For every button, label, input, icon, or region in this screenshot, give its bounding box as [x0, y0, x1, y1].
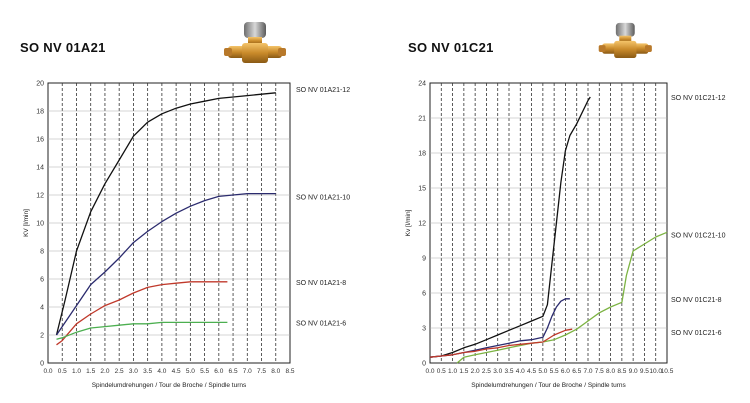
series-line — [55, 92, 276, 336]
x-tick-label: 2.0 — [100, 368, 109, 375]
x-tick-label: 0.5 — [437, 368, 446, 375]
series-line — [429, 328, 573, 358]
series-label: SO NV 01C21-8 — [671, 297, 722, 304]
y-tick-label: 0 — [422, 361, 426, 368]
y-tick-label: 6 — [40, 277, 44, 284]
x-tick-label: 2.0 — [471, 368, 480, 375]
x-tick-label: 5.5 — [550, 368, 559, 375]
x-tick-label: 5.5 — [200, 368, 209, 375]
x-tick-label: 7.0 — [583, 368, 592, 375]
y-tick-label: 4 — [40, 305, 44, 312]
y-tick-label: 3 — [422, 326, 426, 333]
x-tick-label: 0.0 — [425, 368, 434, 375]
x-tick-label: 6.5 — [572, 368, 581, 375]
y-tick-label: 21 — [418, 116, 426, 123]
y-tick-label: 8 — [40, 249, 44, 256]
series-line — [56, 281, 228, 346]
x-tick-label: 1.5 — [86, 368, 95, 375]
chart-title: SO NV 01A21 — [20, 40, 106, 55]
y-tick-label: 16 — [36, 137, 44, 144]
y-tick-label: 10 — [36, 221, 44, 228]
chart-panel-left: SO NV 01A21 0.0 0.5 1.0 1.5 2.0 2.5 3.0 3.5 4.0 4… — [20, 22, 350, 390]
x-tick-label: 7.5 — [595, 368, 604, 375]
x-tick-label: 6.0 — [214, 368, 223, 375]
x-tick-label: 6.5 — [229, 368, 238, 375]
y-tick-label: 9 — [422, 256, 426, 263]
x-tick-label: 10.5 — [661, 368, 674, 375]
x-axis-label: Spindelumdrehungen / Tour de Broche / Sp… — [92, 382, 247, 389]
y-tick-label: 14 — [36, 165, 44, 172]
x-tick-label: 9.0 — [629, 368, 638, 375]
series-label: SO NV 01C21-6 — [671, 330, 722, 337]
series-line — [429, 96, 591, 358]
series-line — [456, 231, 668, 364]
x-tick-label: 4.0 — [516, 368, 525, 375]
series-line — [55, 192, 276, 336]
series-label: SO NV 01A21-10 — [296, 195, 350, 202]
x-tick-label: 7.0 — [243, 368, 252, 375]
x-tick-label: 6.0 — [561, 368, 570, 375]
x-tick-label: 3.5 — [143, 368, 152, 375]
valve-product-icon — [224, 22, 286, 63]
series-label: SO NV 01C21-10 — [671, 232, 726, 239]
y-axis-label: KV [l/min] — [23, 209, 30, 237]
x-tick-label: 2.5 — [482, 368, 491, 375]
series-label: SO NV 01A21-8 — [296, 280, 346, 287]
series-label: SO NV 01A21-6 — [296, 320, 346, 327]
y-tick-label: 12 — [418, 221, 426, 228]
y-tick-label: 12 — [36, 193, 44, 200]
x-tick-label: 1.0 — [448, 368, 457, 375]
y-tick-label: 18 — [36, 109, 44, 116]
x-tick-label: 1.5 — [459, 368, 468, 375]
chart-title: SO NV 01C21 — [408, 40, 494, 55]
x-tick-label: 3.5 — [504, 368, 513, 375]
y-tick-label: 6 — [422, 291, 426, 298]
series-label: SO NV 01A21-12 — [296, 87, 350, 94]
y-axis-label: Kv [l/min] — [405, 209, 412, 236]
x-tick-label: 2.5 — [115, 368, 124, 375]
x-tick-label: 8.5 — [285, 368, 294, 375]
chart-svg-left: 0.0 0.5 1.0 1.5 2.0 2.5 3.0 3.5 4.0 4.5 5.0 5.5 6.0 6… — [23, 81, 350, 390]
x-tick-label: 5.0 — [538, 368, 547, 375]
x-axis-label: Spindelumdrehungen / Tour de Broche / Sp… — [471, 382, 626, 389]
x-tick-label: 3.0 — [493, 368, 502, 375]
x-tick-label: 4.5 — [172, 368, 181, 375]
x-tick-label: 7.5 — [257, 368, 266, 375]
x-tick-label: 0.0 — [43, 368, 52, 375]
x-tick-label: 4.5 — [527, 368, 536, 375]
x-tick-label: 1.0 — [72, 368, 81, 375]
y-tick-label: 0 — [40, 361, 44, 368]
x-tick-label: 8.0 — [606, 368, 615, 375]
y-tick-label: 2 — [40, 333, 44, 340]
y-tick-label: 15 — [418, 186, 426, 193]
x-tick-label: 10.0 — [649, 368, 662, 375]
series-line — [56, 321, 228, 340]
y-tick-label: 20 — [36, 81, 44, 88]
x-tick-label: 8.0 — [271, 368, 280, 375]
y-tick-label: 24 — [418, 81, 426, 88]
valve-product-icon — [598, 22, 652, 58]
x-tick-label: 8.5 — [617, 368, 626, 375]
x-tick-label: 0.5 — [58, 368, 67, 375]
chart-panel-right: SO NV 01C21 0.0 0.5 1.0 1.5 2.0 2.5 3.0 3.5 4.0 4… — [375, 0, 750, 403]
chart-svg-right: 0.0 0.5 1.0 1.5 2.0 2.5 3.0 3.5 4.0 4.5 5.0 5.5 6.0 6… — [405, 81, 726, 390]
x-tick-label: 5.0 — [186, 368, 195, 375]
x-tick-label: 9.5 — [640, 368, 649, 375]
x-tick-label: 3.0 — [129, 368, 138, 375]
y-tick-label: 18 — [418, 151, 426, 158]
series-label: SO NV 01C21-12 — [671, 95, 726, 102]
x-tick-label: 4.0 — [157, 368, 166, 375]
